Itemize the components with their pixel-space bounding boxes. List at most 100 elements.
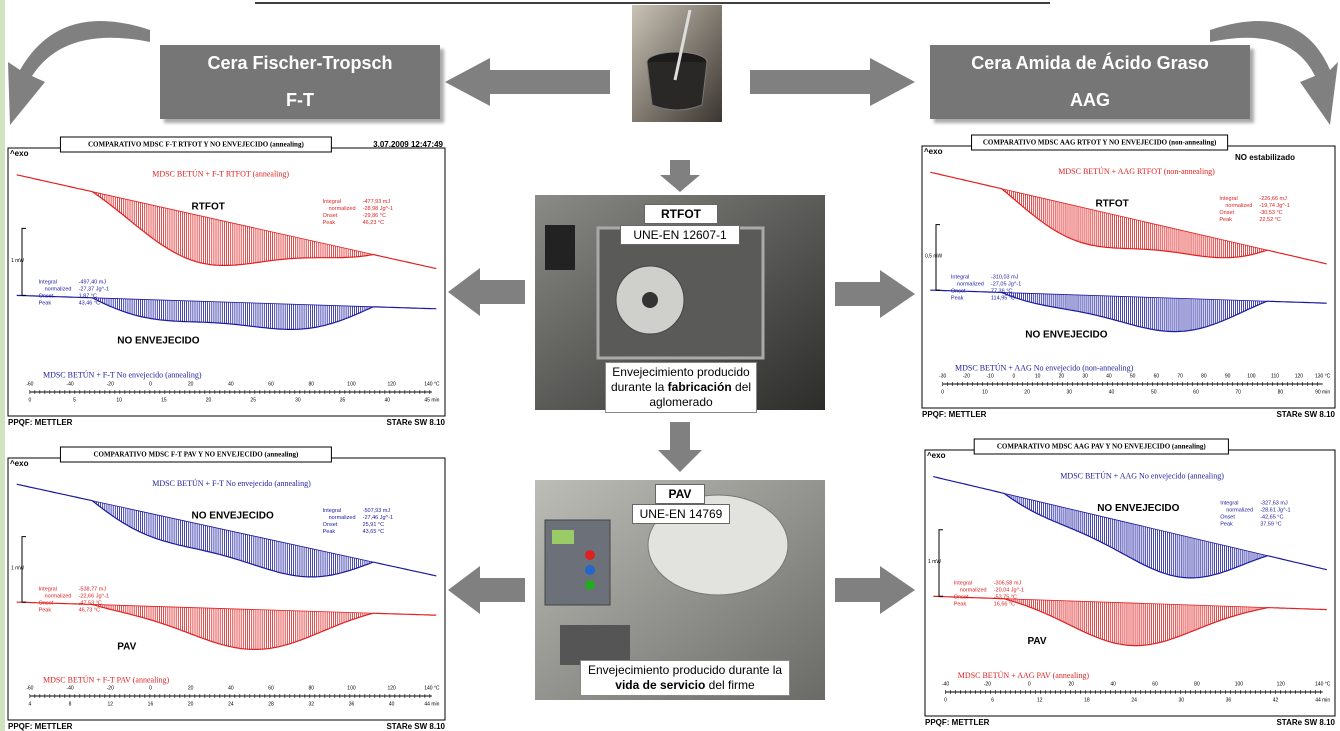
stat-value: -327,63 mJ [1260, 501, 1288, 507]
stat-value: 46,73 °C [79, 607, 100, 613]
temp-label: 70 [1177, 373, 1183, 379]
scale-label: 1 mW [11, 258, 24, 264]
stat-value: 43,65 °C [363, 529, 384, 535]
temp-label: -60 [26, 381, 33, 387]
curve-label: NO ENVEJECIDO [117, 336, 199, 347]
time-label: 42 [1273, 697, 1279, 703]
time-label: 30 [1067, 389, 1073, 395]
stat-value: -27,37 Jg^-1 [79, 286, 109, 292]
stat-value: 25,91 °C [363, 522, 384, 528]
temp-label: 80 [1194, 681, 1200, 687]
time-label: 20 [188, 701, 194, 707]
header-title: Cera Amida de Ácido Graso [930, 45, 1250, 82]
temp-label: 80 [1201, 373, 1207, 379]
temp-label: 90 [1225, 373, 1231, 379]
time-label: 20 [206, 397, 212, 403]
stat-value: 1,87 °C [79, 293, 97, 299]
stat-label: Onset [323, 213, 338, 219]
time-label: 80 [1278, 389, 1284, 395]
time-label: 44 min [1315, 697, 1330, 703]
panel-title: COMPARATIVO MDSC F-T RTFOT Y NO ENVEJECI… [88, 141, 304, 149]
stat-value: -310,03 mJ [991, 274, 1019, 280]
panel-title: COMPARATIVO MDSC AAG PAV Y NO ENVEJECIDO… [997, 443, 1207, 451]
temp-label: -40 [66, 685, 73, 691]
temp-label: 40 [1110, 681, 1116, 687]
temp-label: 0 [1013, 373, 1016, 379]
stat-value: -477,93 mJ [363, 199, 391, 205]
time-label: 28 [268, 701, 274, 707]
temp-label: -40 [66, 381, 73, 387]
panel-title: COMPARATIVO MDSC F-T PAV Y NO ENVEJECIDO… [93, 451, 299, 459]
curve-name: MDSC BETÚN + F-T No envejecido (annealin… [152, 478, 311, 488]
stat-label: normalized [957, 281, 984, 287]
time-label: 44 min [424, 701, 439, 707]
time-label: 24 [228, 701, 234, 707]
time-label: 36 [1226, 697, 1232, 703]
stat-label: Peak [951, 295, 964, 301]
stat-label: Peak [39, 607, 52, 613]
time-label: 16 [148, 701, 154, 707]
exo-label: ^exo [927, 451, 946, 460]
stat-value: -226,66 mJ [1259, 196, 1287, 202]
stat-value: 22,52 °C [1259, 217, 1280, 223]
curve-name: MDSC BETÚN + AAG PAV (annealing) [958, 670, 1090, 680]
rtfot-standard: UNE-EN 12607-1 [620, 225, 740, 245]
stat-label: Onset [39, 600, 54, 606]
time-label: 35 [340, 397, 346, 403]
stat-label: Integral [323, 199, 341, 205]
temp-label: 140 °C [424, 381, 440, 387]
time-label: 0 [944, 697, 947, 703]
header-title: Cera Fischer-Tropsch [160, 45, 440, 82]
temp-label: 40 [228, 381, 234, 387]
stat-value: 16,66 °C [994, 601, 1015, 607]
dsc-panel: ^exo COMPARATIVO MDSC AAG PAV Y NO ENVEJE… [925, 439, 1336, 727]
time-label: 10 [982, 389, 988, 395]
curve-label: PAV [117, 641, 136, 652]
footer-left: PPQF: METTLER [925, 718, 990, 727]
stat-value: -47,53 °C [79, 600, 102, 606]
stat-label: Integral [323, 508, 341, 514]
time-label: 15 [161, 397, 167, 403]
stat-label: Peak [1220, 522, 1233, 528]
stat-value: 77,36 °C [991, 288, 1012, 294]
temp-label: 80 [308, 685, 314, 691]
temp-label: 30 [1082, 373, 1088, 379]
header-right: Cera Amida de Ácido Graso AAG [930, 45, 1250, 119]
time-label: 12 [1037, 697, 1043, 703]
temp-label: 60 [1154, 373, 1160, 379]
curve-name: MDSC BETÚN + AAG No envejecido (non-anne… [955, 363, 1134, 373]
curve-label: PAV [1028, 636, 1047, 647]
stat-label: Peak [323, 220, 336, 226]
time-label: 0 [28, 397, 31, 403]
stat-label: normalized [329, 515, 356, 521]
temp-label: 10 [1035, 373, 1041, 379]
stat-label: normalized [329, 206, 356, 212]
temp-label: 60 [268, 381, 274, 387]
temp-label: 140 °C [424, 685, 440, 691]
stat-value: -30,53 °C [1259, 210, 1282, 216]
temp-label: 140 °C [1315, 681, 1331, 687]
stat-label: normalized [1226, 508, 1253, 514]
temp-label: -20 [107, 685, 114, 691]
curve-label: NO ENVEJECIDO [192, 510, 274, 521]
temp-label: -40 [942, 681, 949, 687]
stat-value: -53,75 °C [994, 594, 1017, 600]
exo-label: ^exo [10, 149, 29, 158]
stat-label: Onset [954, 594, 969, 600]
footer-left: PPQF: METTLER [8, 722, 73, 731]
caption-text: del firme [705, 678, 754, 692]
header-abbr: AAG [930, 82, 1250, 119]
time-label: 20 [1024, 389, 1030, 395]
temp-label: -20 [963, 373, 970, 379]
temp-label: 50 [1130, 373, 1136, 379]
time-label: 32 [308, 701, 314, 707]
curve-label: NO ENVEJECIDO [1025, 329, 1107, 340]
pav-standard: UNE-EN 14769 [632, 504, 730, 524]
stat-label: Peak [1219, 217, 1232, 223]
temp-label: -10 [987, 373, 994, 379]
temp-label: 110 [1271, 373, 1279, 379]
stat-value: 37,59 °C [1260, 522, 1281, 528]
temp-label: 100 [347, 685, 356, 691]
footer-left: PPQF: METTLER [922, 410, 987, 419]
